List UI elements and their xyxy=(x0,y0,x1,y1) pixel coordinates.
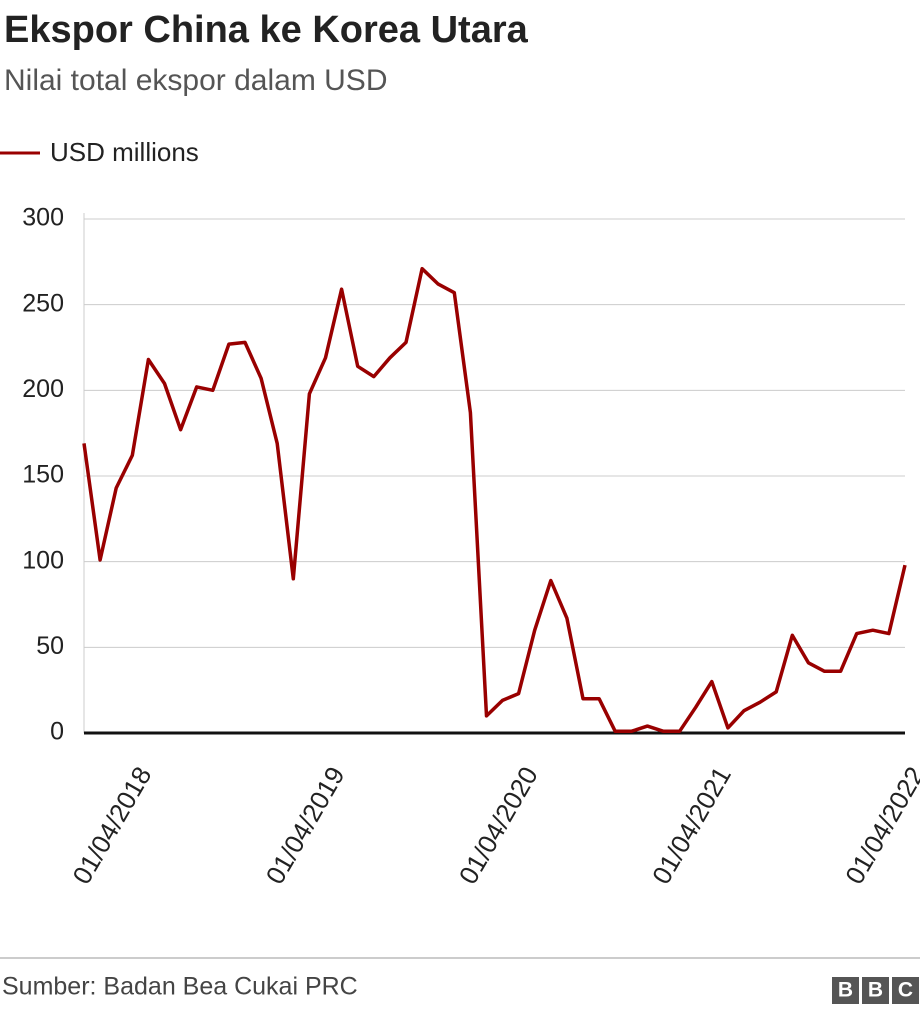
logo-box xyxy=(862,977,889,1004)
logo-letter: B xyxy=(868,979,883,1002)
x-tick-label: 01/04/2019 xyxy=(260,761,351,889)
y-tick-label: 200 xyxy=(22,375,64,403)
data-line xyxy=(82,266,907,734)
y-tick-label: 300 xyxy=(22,204,64,232)
x-tick-label: 01/04/2020 xyxy=(453,761,544,889)
x-tick-label: 01/04/2022 xyxy=(839,761,920,889)
y-tick-label: 100 xyxy=(22,546,64,574)
y-tick-label: 150 xyxy=(22,461,64,489)
logo-letter: C xyxy=(898,979,913,1002)
x-tick-label: 01/04/2021 xyxy=(646,761,737,889)
legend-label: USD millions xyxy=(50,137,199,167)
logo-box xyxy=(892,977,919,1004)
y-tick-label: 250 xyxy=(22,289,64,317)
logo-box xyxy=(832,977,859,1004)
source: Sumber: Badan Bea Cukai PRC xyxy=(2,973,358,1001)
x-tick-label: 01/04/2018 xyxy=(66,761,157,889)
y-tick-label: 50 xyxy=(36,632,64,660)
logo-letter: B xyxy=(838,979,853,1002)
chart-title: Ekspor China ke Korea Utara xyxy=(4,9,529,51)
y-tick-label: 0 xyxy=(50,718,64,746)
chart-subtitle: Nilai total ekspor dalam USD xyxy=(4,64,387,97)
